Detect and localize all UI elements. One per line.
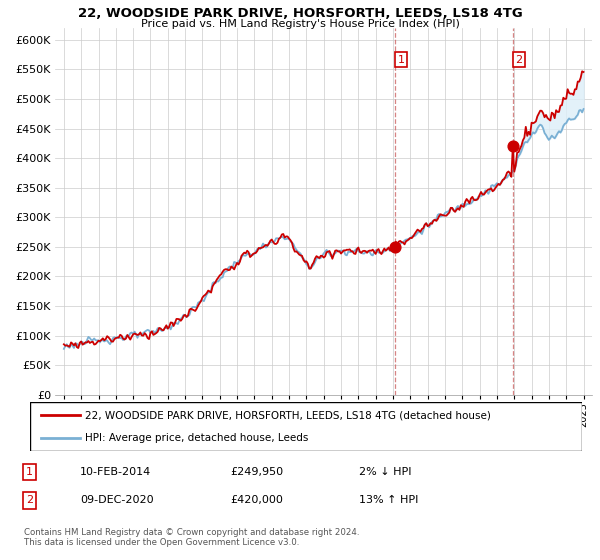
Text: 1: 1 <box>26 467 33 477</box>
Text: 09-DEC-2020: 09-DEC-2020 <box>80 496 154 506</box>
Text: 13% ↑ HPI: 13% ↑ HPI <box>359 496 418 506</box>
Point <box>508 142 518 151</box>
Text: £249,950: £249,950 <box>230 467 284 477</box>
Text: HPI: Average price, detached house, Leeds: HPI: Average price, detached house, Leed… <box>85 433 308 444</box>
Text: Contains HM Land Registry data © Crown copyright and database right 2024.
This d: Contains HM Land Registry data © Crown c… <box>24 528 359 547</box>
Text: £420,000: £420,000 <box>230 496 283 506</box>
Text: 2% ↓ HPI: 2% ↓ HPI <box>359 467 412 477</box>
Text: 22, WOODSIDE PARK DRIVE, HORSFORTH, LEEDS, LS18 4TG (detached house): 22, WOODSIDE PARK DRIVE, HORSFORTH, LEED… <box>85 410 491 421</box>
Text: 22, WOODSIDE PARK DRIVE, HORSFORTH, LEEDS, LS18 4TG: 22, WOODSIDE PARK DRIVE, HORSFORTH, LEED… <box>77 7 523 20</box>
Point <box>390 242 400 251</box>
Text: 1: 1 <box>397 55 404 64</box>
Text: 2: 2 <box>515 55 523 64</box>
Text: 2: 2 <box>26 496 33 506</box>
Text: 10-FEB-2014: 10-FEB-2014 <box>80 467 151 477</box>
Text: Price paid vs. HM Land Registry's House Price Index (HPI): Price paid vs. HM Land Registry's House … <box>140 19 460 29</box>
